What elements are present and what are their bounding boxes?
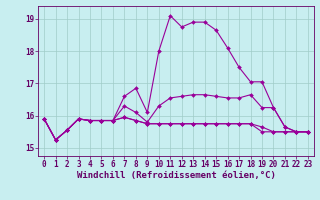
X-axis label: Windchill (Refroidissement éolien,°C): Windchill (Refroidissement éolien,°C) xyxy=(76,171,276,180)
